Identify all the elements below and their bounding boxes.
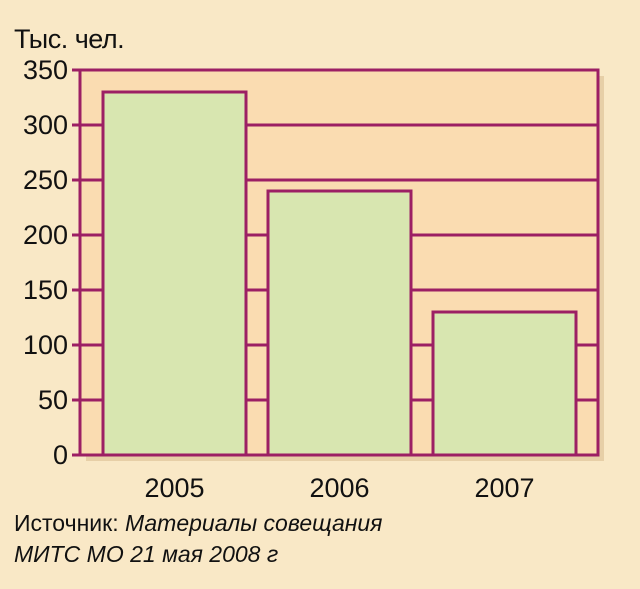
source-line2: МИТС МО 21 мая 2008 г — [14, 541, 279, 567]
plot-frame-rect — [78, 68, 600, 457]
source-note: Источник: Материалы совещания МИТС МО 21… — [14, 508, 382, 570]
x-tick-label-2006: 2006 — [309, 473, 369, 503]
x-tick-label-2005: 2005 — [144, 473, 204, 503]
y-axis-unit-label: Тыс. чел. — [14, 24, 125, 54]
y-axis-ticks: 0 50 100 150 200 250 300 350 — [23, 55, 80, 470]
y-tick-label-250: 250 — [23, 165, 68, 195]
x-tick-label-2007: 2007 — [474, 473, 534, 503]
plot-frame — [78, 68, 600, 457]
source-line1: Материалы совещания — [124, 510, 383, 536]
y-tick-label-300: 300 — [23, 110, 68, 140]
bar-2007 — [431, 310, 578, 457]
y-tick-label-150: 150 — [23, 275, 68, 305]
x-axis-ticks: 2005 2006 2007 — [144, 473, 534, 503]
y-tick-label-100: 100 — [23, 330, 68, 360]
source-label: Источник: — [14, 510, 119, 536]
bars — [101, 90, 578, 457]
y-tick-label-0: 0 — [53, 440, 68, 470]
y-tick-label-200: 200 — [23, 220, 68, 250]
bar-2006 — [266, 189, 413, 457]
y-tick-label-350: 350 — [23, 55, 68, 85]
bar-2005 — [101, 90, 248, 457]
y-tick-label-50: 50 — [38, 385, 68, 415]
